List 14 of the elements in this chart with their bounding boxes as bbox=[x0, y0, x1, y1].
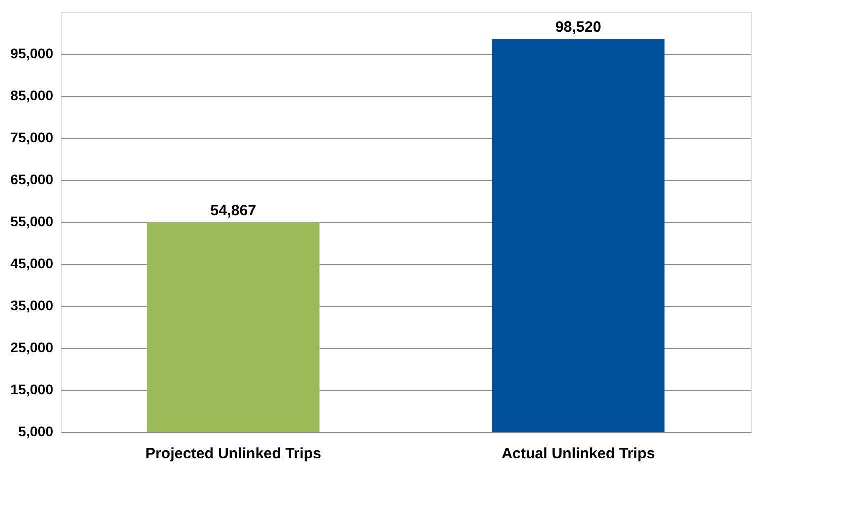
y-tick-label: 65,000 bbox=[10, 172, 54, 188]
y-tick-label: 45,000 bbox=[10, 256, 54, 272]
y-tick-label: 95,000 bbox=[10, 46, 54, 62]
y-tick-label: 75,000 bbox=[10, 130, 54, 146]
x-tick-label: Projected Unlinked Trips bbox=[146, 446, 322, 462]
y-tick-label: 55,000 bbox=[10, 214, 54, 230]
y-tick-label: 5,000 bbox=[18, 424, 54, 440]
data-label: 54,867 bbox=[210, 202, 256, 220]
x-tick-label: Actual Unlinked Trips bbox=[502, 446, 656, 462]
y-tick-label: 85,000 bbox=[10, 88, 54, 104]
y-tick-label: 25,000 bbox=[10, 340, 54, 356]
y-tick-label: 35,000 bbox=[10, 298, 54, 314]
y-tick-label: 15,000 bbox=[10, 382, 54, 398]
data-label: 98,520 bbox=[556, 19, 602, 36]
